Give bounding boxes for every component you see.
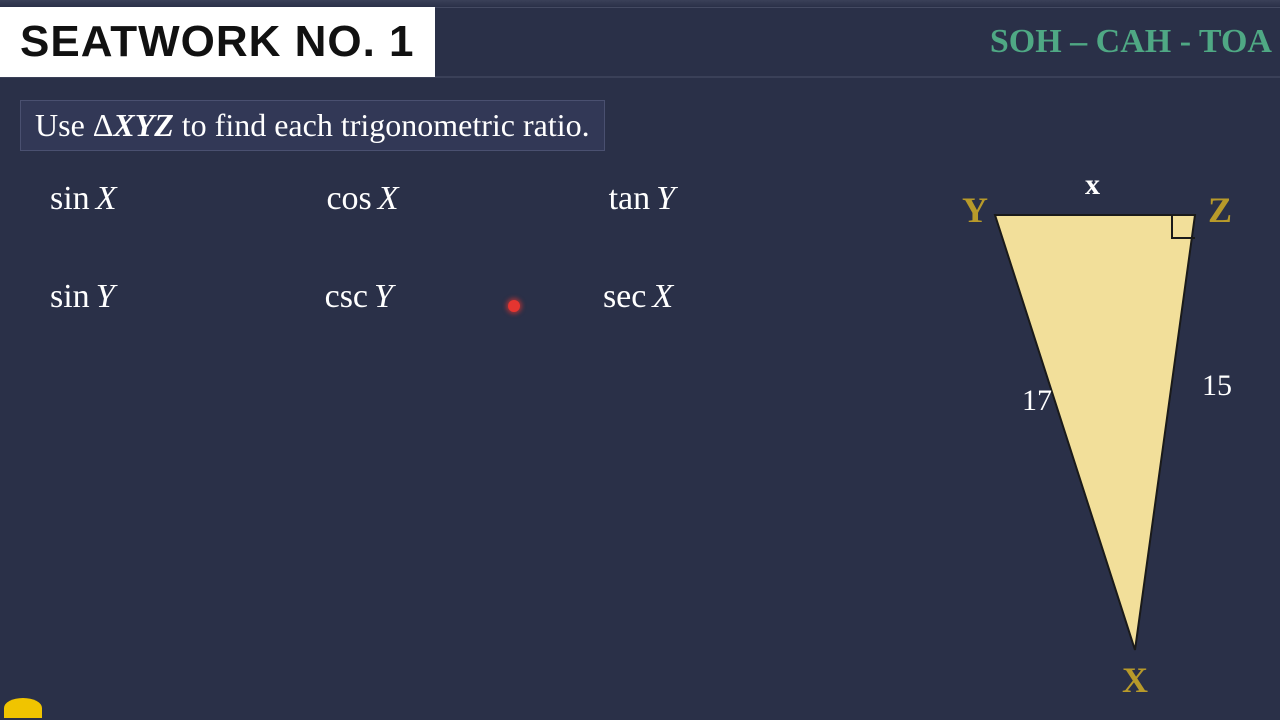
ratio-var: Y xyxy=(656,180,675,217)
instruction-prefix: Use xyxy=(35,107,93,143)
ratio-fn: tan xyxy=(609,180,651,217)
ratio-row-1: sinX cosX tanY xyxy=(50,180,870,218)
ratio-fn: sec xyxy=(603,278,646,315)
ratio-var: X xyxy=(96,180,117,217)
ratios-grid: sinX cosX tanY sinY cscY secX xyxy=(50,180,870,376)
side-hypotenuse-label: 17 xyxy=(1022,384,1052,417)
mnemonic-text: SOH – CAH - TOA xyxy=(990,23,1280,61)
laser-pointer-icon xyxy=(508,300,520,312)
vertex-y-label: Y xyxy=(962,190,988,230)
side-right-label: 15 xyxy=(1202,369,1232,402)
triangle-diagram: Y Z X x 17 15 xyxy=(940,160,1260,700)
header: SEATWORK NO. 1 SOH – CAH - TOA xyxy=(0,8,1280,78)
vertex-x-label: X xyxy=(1122,660,1148,700)
ratio-fn: csc xyxy=(325,278,368,315)
ratio-csc-y: cscY xyxy=(325,278,393,316)
triangle-name: XYZ xyxy=(113,107,173,143)
ratio-sin-x: sinX xyxy=(50,180,116,218)
ratio-fn: cos xyxy=(326,180,371,217)
ratio-cos-x: cosX xyxy=(326,180,398,218)
triangle-shape xyxy=(995,215,1195,650)
delta-symbol: Δ xyxy=(93,107,114,143)
vertex-z-label: Z xyxy=(1208,190,1232,230)
instruction-suffix: to find each trigonometric ratio. xyxy=(174,107,590,143)
ratio-fn: sin xyxy=(50,278,90,315)
instruction-box: Use ΔXYZ to find each trigonometric rati… xyxy=(20,100,605,151)
ratio-var: X xyxy=(652,278,673,315)
ratio-var: X xyxy=(378,180,399,217)
ratio-sin-y: sinY xyxy=(50,278,115,316)
channel-badge-icon xyxy=(4,698,42,718)
ratio-row-2: sinY cscY secX xyxy=(50,278,870,316)
ratio-tan-y: tanY xyxy=(609,180,675,218)
ratio-fn: sin xyxy=(50,180,90,217)
ratio-sec-x: secX xyxy=(603,278,673,316)
ratio-var: Y xyxy=(374,278,393,315)
side-top-label: x xyxy=(1085,168,1100,201)
ratio-var: Y xyxy=(96,278,115,315)
page-title: SEATWORK NO. 1 xyxy=(0,7,435,77)
